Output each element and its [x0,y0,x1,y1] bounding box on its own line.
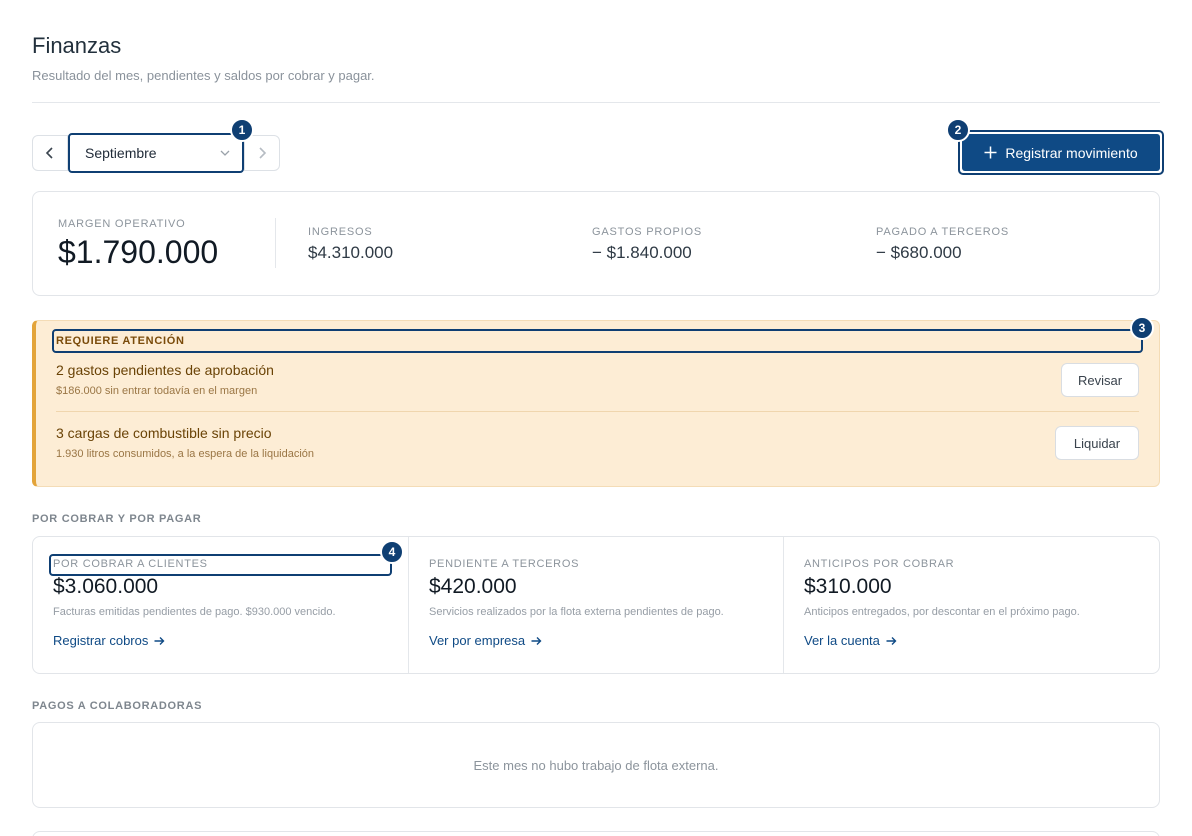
plus-icon [984,146,997,159]
kpi-label: PAGADO A TERCEROS [876,226,1010,238]
month-select[interactable]: Septiembre [68,133,244,173]
receivable-clients: POR COBRAR A CLIENTES $3.060.000 Factura… [53,558,336,648]
kpi-separator [275,218,276,268]
arrow-right-icon [531,636,542,645]
settle-button[interactable]: Liquidar [1055,426,1139,460]
kpi-value: − $1.840.000 [592,243,692,262]
kpi-value: $4.310.000 [308,243,394,262]
attention-divider [56,411,1139,412]
page-title: Finanzas [32,33,122,58]
kpi-operating-margin: MARGEN OPERATIVO $1.790.000 [58,218,218,271]
kpi-income: INGRESOS $4.310.000 [308,226,393,263]
receivable-value: $3.060.000 [53,575,159,598]
step-marker-2: 2 [946,118,970,142]
kpi-label: INGRESOS [308,226,373,238]
receivable-description: Anticipos entregados, por descontar en e… [804,606,1080,618]
register-movement-label: Registrar movimiento [1005,144,1138,161]
view-by-company-link[interactable]: Ver por empresa [429,633,724,648]
month-select-value: Septiembre [85,145,157,161]
step-marker-1: 1 [230,118,254,142]
next-card-edge [32,831,1160,836]
column-separator [783,537,784,673]
step-marker-4: 4 [380,540,404,564]
previous-month-button[interactable] [32,135,68,171]
step-marker-3: 3 [1130,316,1154,340]
arrow-right-icon [154,636,165,645]
link-label: Ver la cuenta [804,633,880,648]
advances-receivable: ANTICIPOS POR COBRAR $310.000 Anticipos … [804,558,1080,648]
link-label: Registrar cobros [53,633,149,648]
receivable-label: ANTICIPOS POR COBRAR [804,558,955,570]
attention-item-title: 2 gastos pendientes de aprobación [56,362,274,378]
attention-title: REQUIERE ATENCIÓN [56,335,185,347]
chevron-down-icon [220,150,230,156]
kpi-card: MARGEN OPERATIVO $1.790.000 INGRESOS $4.… [32,191,1160,296]
receivable-value: $310.000 [804,575,892,598]
register-collections-link[interactable]: Registrar cobros [53,633,336,648]
chevron-right-icon [259,147,267,159]
header-divider [32,102,1160,103]
attention-panel [32,320,1160,487]
collaborators-empty-state: Este mes no hubo trabajo de flota extern… [32,722,1160,808]
receivable-label: PENDIENTE A TERCEROS [429,558,580,570]
page-subtitle: Resultado del mes, pendientes y saldos p… [32,68,375,83]
kpi-label: MARGEN OPERATIVO [58,218,186,230]
kpi-label: GASTOS PROPIOS [592,226,703,238]
register-movement-button[interactable]: Registrar movimiento [958,130,1164,175]
arrow-right-icon [886,636,897,645]
attention-title-highlight [52,329,1143,353]
attention-item-subtitle: $186.000 sin entrar todavía en el margen [56,385,258,397]
next-month-button[interactable] [244,135,280,171]
receivable-label: POR COBRAR A CLIENTES [53,558,208,570]
empty-state-text: Este mes no hubo trabajo de flota extern… [473,757,719,773]
section-title-receivables: POR COBRAR Y POR PAGAR [32,513,202,525]
view-account-link[interactable]: Ver la cuenta [804,633,1080,648]
section-title-collaborators: PAGOS A COLABORADORAS [32,700,203,712]
payable-third-parties: PENDIENTE A TERCEROS $420.000 Servicios … [429,558,724,648]
link-label: Ver por empresa [429,633,526,648]
receivable-value: $420.000 [429,575,517,598]
kpi-value: $1.790.000 [58,234,219,270]
kpi-value: − $680.000 [876,243,962,262]
receivables-card [32,536,1160,674]
attention-item-title: 3 cargas de combustible sin precio [56,425,272,441]
attention-item-subtitle: 1.930 litros consumidos, a la espera de … [56,448,315,460]
column-separator [408,537,409,673]
kpi-own-expenses: GASTOS PROPIOS − $1.840.000 [592,226,702,263]
receivable-description: Servicios realizados por la flota extern… [429,606,724,618]
review-button[interactable]: Revisar [1061,363,1139,397]
kpi-paid-third-parties: PAGADO A TERCEROS − $680.000 [876,226,1009,263]
receivable-description: Facturas emitidas pendientes de pago. $9… [53,606,336,618]
chevron-left-icon [45,147,53,159]
receivable-label-highlight [49,554,392,576]
